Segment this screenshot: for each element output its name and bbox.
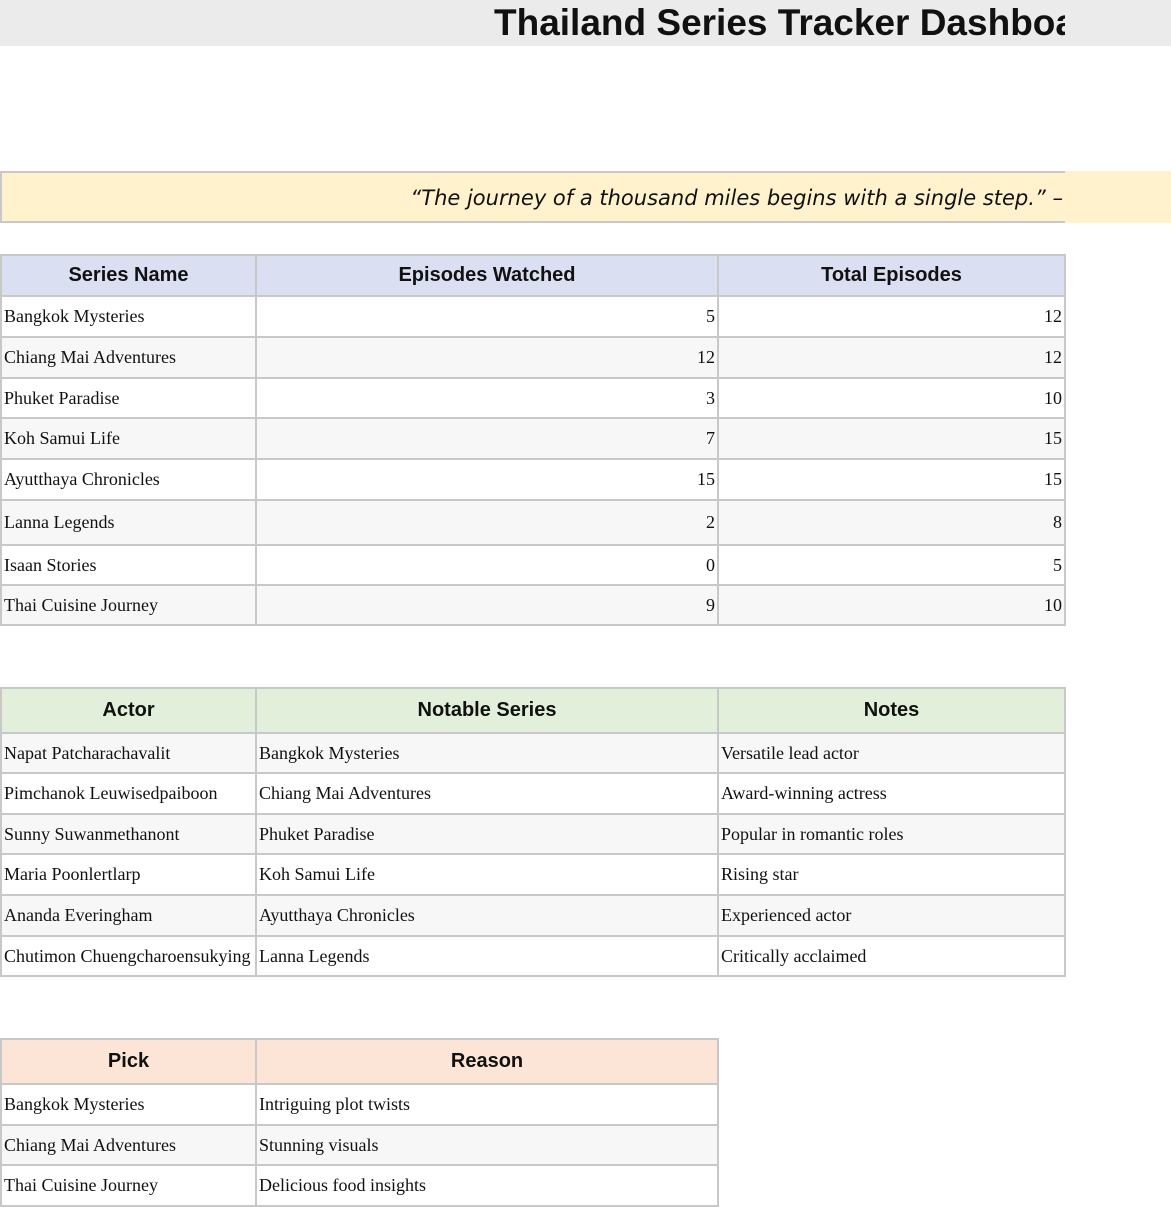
text-cell: Rising star [717, 853, 1066, 896]
table-row: Ayutthaya Chronicles 15 15 [0, 458, 1066, 501]
series-table: Series Name Episodes Watched Total Episode… [0, 254, 1066, 626]
number-cell: 12 [255, 336, 719, 379]
picks-table: Pick Reason Bangkok Mysteries Intriguing pl… [0, 1038, 719, 1207]
text-cell: Isaan Stories [0, 544, 257, 586]
text-cell: Bangkok Mysteries [0, 295, 257, 338]
table-row: Sunny Suwanmethanont Phuket Paradise Popul… [0, 813, 1066, 855]
number-cell: 2 [255, 499, 719, 546]
table-row: Chiang Mai Adventures Stunning visuals [0, 1124, 719, 1166]
column-header: Reason [255, 1038, 719, 1085]
table-row: Bangkok Mysteries Intriguing plot twists [0, 1083, 719, 1126]
table-row: Lanna Legends 2 8 [0, 499, 1066, 546]
column-header: Pick [0, 1038, 257, 1085]
number-cell: 5 [717, 544, 1066, 586]
dashboard-title: Thailand Series Tracker Dashboar [494, 2, 1065, 43]
text-cell: Thai Cuisine Journey [0, 1164, 257, 1207]
text-cell: Koh Samui Life [0, 417, 257, 460]
number-cell: 15 [717, 458, 1066, 501]
number-cell: 15 [717, 417, 1066, 460]
number-cell: 0 [255, 544, 719, 586]
column-header: Notable Series [255, 687, 719, 734]
title-clip: Thailand Series Tracker Dashboar [0, 0, 1065, 46]
text-cell: Ayutthaya Chronicles [255, 894, 719, 937]
text-cell: Ayutthaya Chronicles [0, 458, 257, 501]
text-cell: Stunning visuals [255, 1124, 719, 1166]
table-row: Thai Cuisine Journey Delicious food insig… [0, 1164, 719, 1207]
column-header: Actor [0, 687, 257, 734]
text-cell: Intriguing plot twists [255, 1083, 719, 1126]
text-cell: Chiang Mai Adventures [255, 772, 719, 815]
header-row: Pick Reason [0, 1038, 719, 1085]
number-cell: 5 [255, 295, 719, 338]
text-cell: Chiang Mai Adventures [0, 336, 257, 379]
table-row: Koh Samui Life 7 15 [0, 417, 1066, 460]
text-cell: Pimchanok Leuwisedpaiboon [0, 772, 257, 815]
text-cell: Popular in romantic roles [717, 813, 1066, 855]
table-row: Maria Poonlertlarp Koh Samui Life Rising s… [0, 853, 1066, 896]
number-cell: 12 [717, 295, 1066, 338]
number-cell: 15 [255, 458, 719, 501]
text-cell: Ananda Everingham [0, 894, 257, 937]
quote: “The journey of a thousand miles begins … [410, 186, 1063, 210]
table-row: Pimchanok Leuwisedpaiboon Chiang Mai Adve… [0, 772, 1066, 815]
text-cell: Chutimon Chuengcharoensukying [0, 935, 257, 977]
table-row: Ananda Everingham Ayutthaya Chronicles Exp… [0, 894, 1066, 937]
table-row: Isaan Stories 0 5 [0, 544, 1066, 586]
title-band [0, 0, 1171, 46]
text-cell: Maria Poonlertlarp [0, 853, 257, 896]
number-cell: 7 [255, 417, 719, 460]
quote-band [0, 171, 1171, 223]
text-cell: Phuket Paradise [0, 377, 257, 419]
column-header: Series Name [0, 254, 257, 297]
table-row: Phuket Paradise 3 10 [0, 377, 1066, 419]
column-header: Notes [717, 687, 1066, 734]
text-cell: Lanna Legends [255, 935, 719, 977]
text-cell: Delicious food insights [255, 1164, 719, 1207]
text-cell: Lanna Legends [0, 499, 257, 546]
table-row: Chutimon Chuengcharoensukying Lanna Legen… [0, 935, 1066, 977]
text-cell: Koh Samui Life [255, 853, 719, 896]
text-cell: Critically acclaimed [717, 935, 1066, 977]
number-cell: 3 [255, 377, 719, 419]
text-cell: Sunny Suwanmethanont [0, 813, 257, 855]
text-cell: Bangkok Mysteries [0, 1083, 257, 1126]
number-cell: 8 [717, 499, 1066, 546]
number-cell: 12 [717, 336, 1066, 379]
table-row: Thai Cuisine Journey 9 10 [0, 584, 1066, 626]
text-cell: Bangkok Mysteries [255, 732, 719, 774]
column-header: Episodes Watched [255, 254, 719, 297]
column-header: Total Episodes [717, 254, 1066, 297]
text-cell: Thai Cuisine Journey [0, 584, 257, 626]
text-cell: Award-winning actress [717, 772, 1066, 815]
text-cell: Phuket Paradise [255, 813, 719, 855]
number-cell: 10 [717, 584, 1066, 626]
text-cell: Chiang Mai Adventures [0, 1124, 257, 1166]
text-cell: Napat Patcharachavalit [0, 732, 257, 774]
table-row: Bangkok Mysteries 5 12 [0, 295, 1066, 338]
quote-box: “The journey of a thousand miles begins … [0, 171, 1065, 223]
text-cell: Versatile lead actor [717, 732, 1066, 774]
header-row: Series Name Episodes Watched Total Episode… [0, 254, 1066, 297]
text-cell: Experienced actor [717, 894, 1066, 937]
number-cell: 9 [255, 584, 719, 626]
number-cell: 10 [717, 377, 1066, 419]
actor-table: Actor Notable Series Notes Napat Patcharach… [0, 687, 1066, 977]
table-row: Chiang Mai Adventures 12 12 [0, 336, 1066, 379]
table-row: Napat Patcharachavalit Bangkok Mysteries V… [0, 732, 1066, 774]
header-row: Actor Notable Series Notes [0, 687, 1066, 734]
